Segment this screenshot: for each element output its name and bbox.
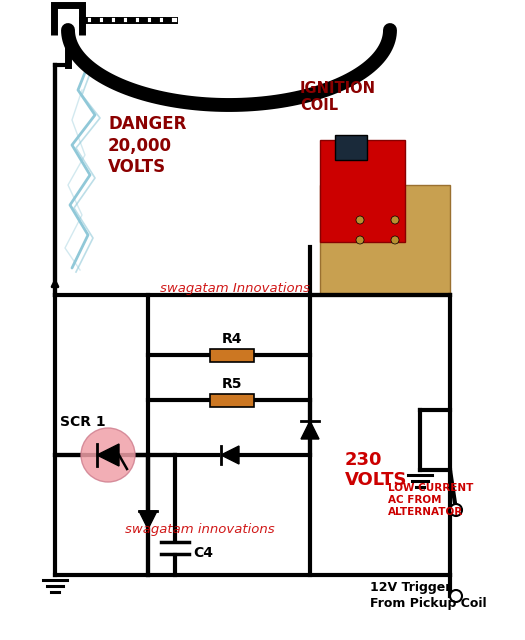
- Circle shape: [450, 504, 462, 516]
- Circle shape: [450, 590, 462, 602]
- Text: swagatam Innovations: swagatam Innovations: [160, 282, 310, 294]
- Text: 12V Trigger
From Pickup Coil: 12V Trigger From Pickup Coil: [370, 582, 487, 611]
- Text: R5: R5: [222, 377, 242, 391]
- Text: 230
VOLTS: 230 VOLTS: [345, 451, 407, 489]
- Polygon shape: [97, 444, 119, 466]
- Polygon shape: [139, 511, 157, 529]
- Polygon shape: [221, 446, 239, 464]
- Circle shape: [81, 428, 135, 482]
- Bar: [320, 140, 405, 242]
- Circle shape: [356, 236, 364, 244]
- Bar: [335, 135, 367, 160]
- Bar: [320, 185, 450, 295]
- Circle shape: [356, 216, 364, 224]
- Text: IGNITION
COIL: IGNITION COIL: [300, 81, 376, 113]
- Polygon shape: [301, 421, 319, 439]
- Bar: [210, 349, 254, 362]
- Circle shape: [391, 216, 399, 224]
- Text: swagatam innovations: swagatam innovations: [125, 524, 275, 536]
- Text: DANGER
20,000
VOLTS: DANGER 20,000 VOLTS: [108, 115, 186, 176]
- Text: LOW CURRENT
AC FROM
ALTERNATOR: LOW CURRENT AC FROM ALTERNATOR: [388, 483, 474, 517]
- Bar: [210, 394, 254, 406]
- Text: SCR 1: SCR 1: [60, 415, 106, 429]
- Circle shape: [391, 236, 399, 244]
- Text: C4: C4: [193, 546, 213, 560]
- Text: R4: R4: [222, 332, 242, 346]
